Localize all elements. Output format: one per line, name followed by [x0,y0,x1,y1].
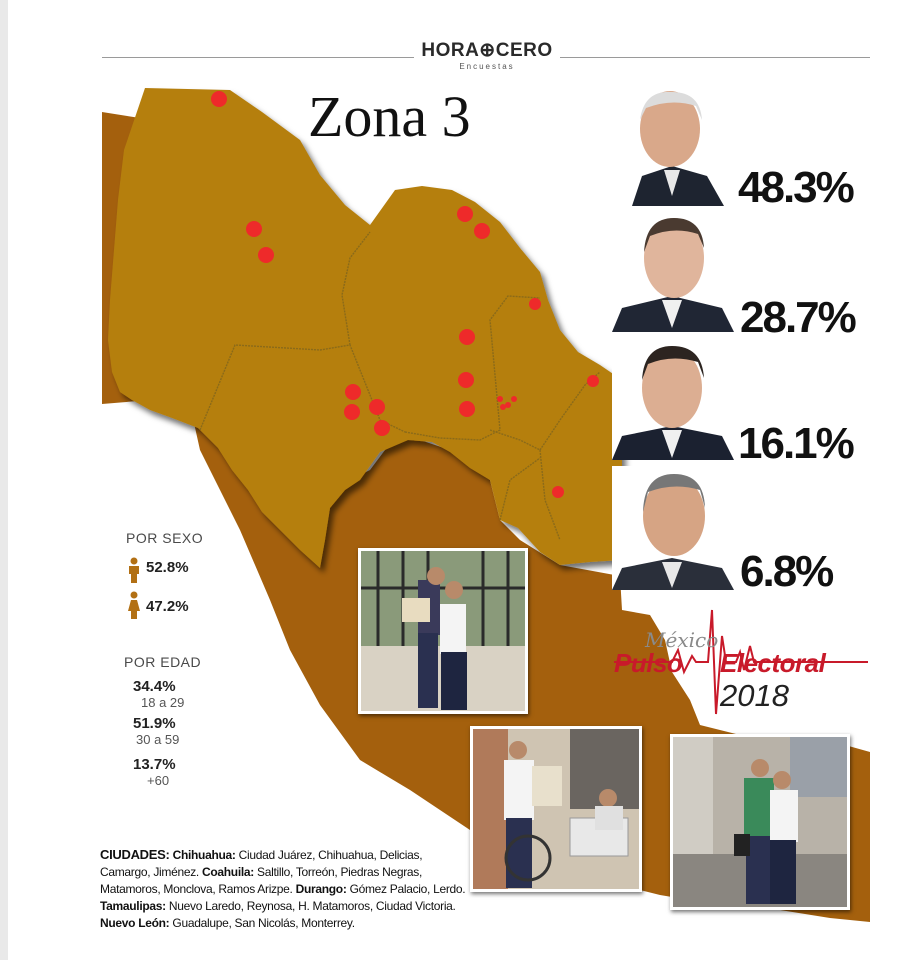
zone3-region [108,88,622,568]
survey-marker [552,486,564,498]
field-photo-2 [470,726,642,892]
survey-marker [511,396,517,402]
candidate-1-percentage: 48.3% [738,163,855,212]
state-cities: Ciudad Juárez, Chihuahua, Delicias, Cama… [100,848,423,879]
field-photo-1 [358,548,528,714]
year-text: 2018 [720,678,789,713]
survey-marker [529,298,541,310]
female-icon [128,591,140,619]
female-percentage: 47.2% [146,598,189,615]
age-label: POR EDAD [124,654,202,670]
state-name: Tamaulipas: [100,899,166,913]
candidate-4-percentage: 6.8% [740,547,834,596]
survey-marker [369,399,385,415]
cities-list: CIUDADES: Chihuahua: Ciudad Juárez, Chih… [100,846,472,932]
age-range: +60 [147,773,170,788]
brand-name: HORA⊕CERO [421,40,553,61]
brand-logo: HORA⊕CERO Encuestas [414,40,560,71]
survey-marker [459,329,475,345]
state-name: Durango: [295,882,347,896]
state-cities: Nuevo Laredo, Reynosa, H. Matamoros, Ciu… [168,899,456,913]
survey-marker [500,404,506,410]
state-name: Nuevo León: [100,916,170,930]
header-rule [560,57,870,58]
brand-subtitle: Encuestas [459,62,515,71]
age-percentage: 51.9% [133,715,176,732]
zone-title: Zona 3 [308,84,471,149]
mexico-landmass [102,112,870,922]
state-cities: Gómez Palacio, Lerdo. [349,882,466,896]
candidate-1-photo [612,84,732,206]
survey-marker [497,396,503,402]
candidate-3-percentage: 16.1% [738,419,855,468]
state-cities: Saltillo, Torreón, Piedras Negras, Matam… [100,865,423,896]
state-name: Coahuila: [202,865,254,879]
state-cities: Guadalupe, San Nicolás, Monterrey. [172,916,355,930]
electoral-text: Electoral [720,648,826,678]
pulso-text: Pulso [614,648,683,678]
survey-marker [344,404,360,420]
survey-marker [457,206,473,222]
age-percentage: 34.4% [133,678,176,695]
survey-marker [258,247,274,263]
male-icon [129,557,139,583]
survey-marker [374,420,390,436]
age-percentage: 13.7% [133,756,176,773]
survey-marker [474,223,490,239]
survey-marker [587,375,599,387]
candidate-2-percentage: 28.7% [740,293,857,342]
survey-marker [345,384,361,400]
survey-markers [211,91,599,498]
survey-marker [458,372,474,388]
page-edge [0,0,8,960]
field-photo-3 [670,734,850,910]
survey-marker [459,401,475,417]
survey-marker [505,402,511,408]
candidate-3-photo [612,336,734,460]
survey-marker [211,91,227,107]
pulso-electoral-logo [614,609,868,715]
candidate-2-photo [612,208,734,332]
header-rule [102,57,414,58]
pulso-mexico-text: México [645,628,719,652]
age-range: 30 a 59 [136,732,180,747]
cities-heading: CIUDADES: [100,847,170,862]
state-name: Chihuahua: [172,848,236,862]
candidate-4-photo [612,466,734,590]
sex-label: POR SEXO [126,530,204,546]
male-percentage: 52.8% [146,559,189,576]
survey-marker [246,221,262,237]
age-range: 18 a 29 [141,695,185,710]
